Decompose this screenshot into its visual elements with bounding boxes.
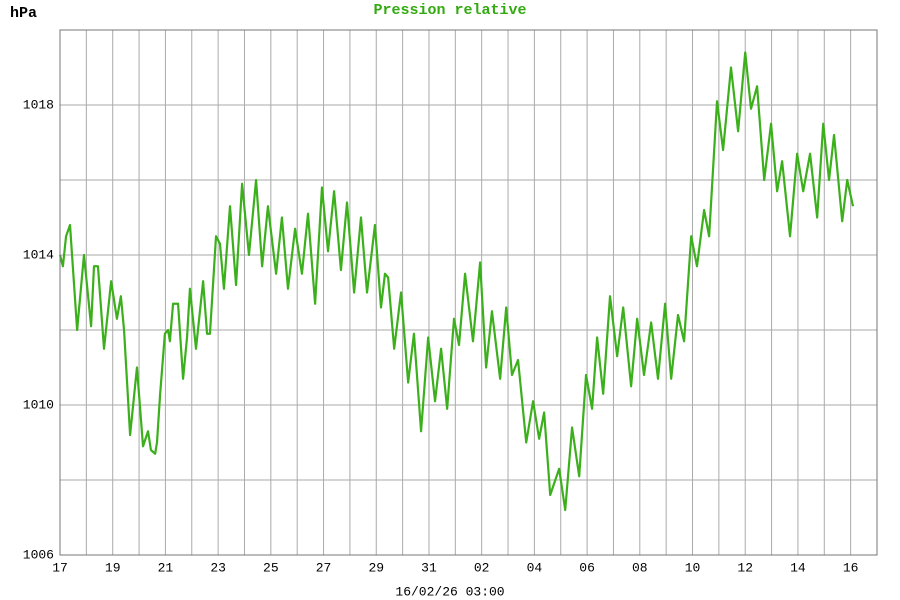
plot — [58, 51, 855, 512]
y-tick-label: 1006 — [23, 547, 54, 562]
x-tick-label: 19 — [105, 560, 121, 575]
x-tick-label: 21 — [158, 560, 174, 575]
y-tick-label: 1014 — [23, 247, 54, 262]
x-tick-label: 27 — [316, 560, 332, 575]
x-tick-label: 06 — [579, 560, 595, 575]
x-tick-label: 17 — [52, 560, 68, 575]
x-axis-label: 16/02/26 03:00 — [395, 584, 504, 599]
x-tick-label: 02 — [474, 560, 490, 575]
x-tick-label: 14 — [790, 560, 806, 575]
x-tick-label: 31 — [421, 560, 437, 575]
data-line — [58, 51, 855, 512]
x-tick-label: 29 — [368, 560, 384, 575]
grid — [59, 30, 877, 556]
y-tick-label: 1010 — [23, 397, 54, 412]
x-tick-label: 16 — [843, 560, 859, 575]
y-tick-label: 1018 — [23, 97, 54, 112]
x-tick-label: 25 — [263, 560, 279, 575]
x-tick-label: 12 — [737, 560, 753, 575]
x-tick-label: 04 — [527, 560, 543, 575]
y-axis-label: hPa — [10, 5, 37, 22]
x-tick-label: 23 — [210, 560, 226, 575]
x-tick-label: 08 — [632, 560, 648, 575]
x-tick-label: 10 — [685, 560, 701, 575]
chart-title: Pression relative — [373, 2, 526, 19]
plot-frame — [59, 29, 878, 556]
